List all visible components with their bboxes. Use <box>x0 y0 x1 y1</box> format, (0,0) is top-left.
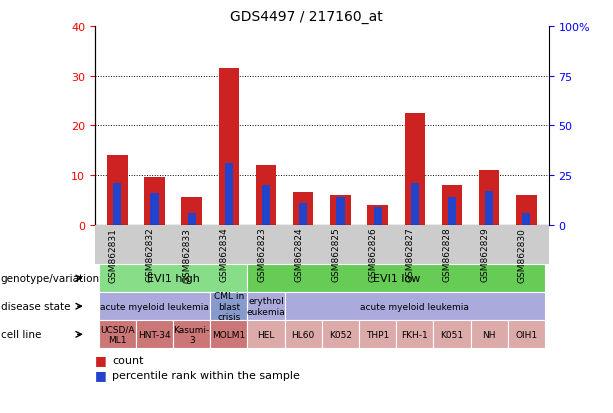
Bar <box>373 207 382 225</box>
Bar <box>299 203 307 225</box>
Text: UCSD/A
ML1: UCSD/A ML1 <box>100 325 135 344</box>
Bar <box>225 164 233 225</box>
Text: EVI1 low: EVI1 low <box>373 273 420 283</box>
Bar <box>219 69 239 225</box>
Text: GDS4497 / 217160_at: GDS4497 / 217160_at <box>230 10 383 24</box>
Bar <box>256 166 276 225</box>
Text: disease state: disease state <box>1 301 70 311</box>
Text: genotype/variation: genotype/variation <box>1 273 100 283</box>
Bar <box>442 185 462 225</box>
Bar <box>448 197 456 225</box>
Bar <box>150 193 159 225</box>
Bar <box>188 213 196 225</box>
Text: NH: NH <box>482 330 496 339</box>
Bar <box>479 171 500 225</box>
Bar <box>405 114 425 225</box>
Text: cell line: cell line <box>1 330 41 339</box>
Bar <box>113 183 121 225</box>
Bar <box>330 195 351 225</box>
Text: HL60: HL60 <box>292 330 315 339</box>
Bar <box>262 185 270 225</box>
Text: GSM862824: GSM862824 <box>294 227 303 282</box>
Text: GSM862825: GSM862825 <box>332 227 340 282</box>
Text: GSM862823: GSM862823 <box>257 227 266 282</box>
Text: HNT-34: HNT-34 <box>138 330 171 339</box>
Bar <box>485 191 493 225</box>
Text: K051: K051 <box>440 330 463 339</box>
Text: GSM862831: GSM862831 <box>109 227 117 282</box>
Text: OIH1: OIH1 <box>516 330 538 339</box>
Text: GSM862828: GSM862828 <box>443 227 452 282</box>
Text: acute myeloid leukemia: acute myeloid leukemia <box>360 302 469 311</box>
Text: Kasumi-
3: Kasumi- 3 <box>173 325 210 344</box>
Text: GSM862834: GSM862834 <box>220 227 229 282</box>
Bar <box>411 183 419 225</box>
Text: GSM862830: GSM862830 <box>517 227 527 282</box>
Text: CML in
blast
crisis: CML in blast crisis <box>214 292 244 321</box>
Text: K052: K052 <box>329 330 352 339</box>
Bar <box>522 213 530 225</box>
Bar <box>516 195 536 225</box>
Text: EVI1 high: EVI1 high <box>147 273 200 283</box>
Text: GSM862833: GSM862833 <box>183 227 192 282</box>
Text: THP1: THP1 <box>366 330 389 339</box>
Text: GSM862827: GSM862827 <box>406 227 415 282</box>
Text: GSM862829: GSM862829 <box>480 227 489 282</box>
Bar <box>337 197 345 225</box>
Text: ■: ■ <box>95 368 107 381</box>
Bar <box>144 178 165 225</box>
Text: count: count <box>112 355 143 365</box>
Bar <box>293 193 313 225</box>
Text: percentile rank within the sample: percentile rank within the sample <box>112 370 300 380</box>
Text: GSM862832: GSM862832 <box>145 227 154 282</box>
Bar <box>107 156 128 225</box>
Text: acute myeloid leukemia: acute myeloid leukemia <box>100 302 209 311</box>
Text: erythrol
eukemia: erythrol eukemia <box>246 297 286 316</box>
Text: GSM862826: GSM862826 <box>368 227 378 282</box>
Bar <box>181 198 202 225</box>
Text: MOLM1: MOLM1 <box>212 330 245 339</box>
Bar <box>367 205 388 225</box>
Text: ■: ■ <box>95 353 107 366</box>
Text: HEL: HEL <box>257 330 275 339</box>
Text: FKH-1: FKH-1 <box>402 330 428 339</box>
